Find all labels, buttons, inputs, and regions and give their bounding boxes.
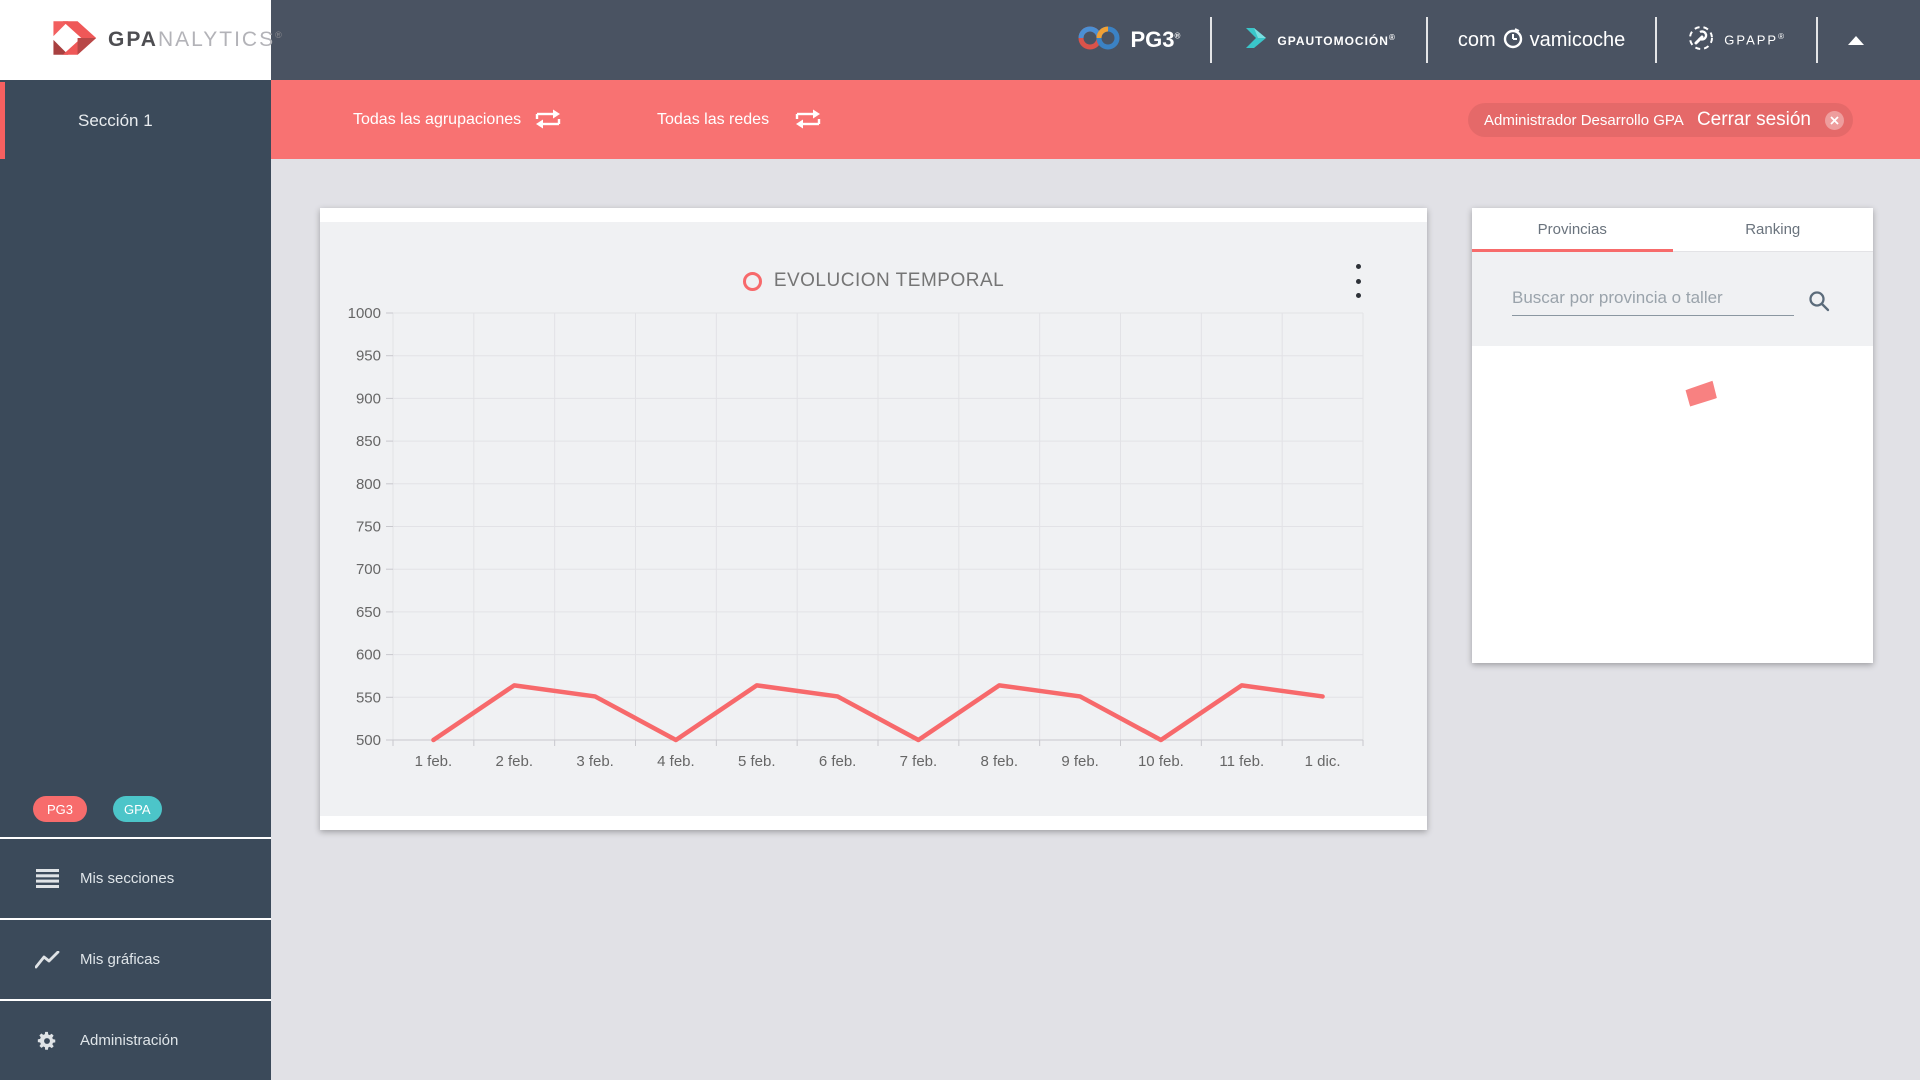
- sidebar-item-seccion-1[interactable]: Sección 1: [0, 82, 271, 159]
- header-divider: [1816, 17, 1818, 63]
- tab-ranking[interactable]: Ranking: [1745, 221, 1801, 238]
- panel-search-zone: [1472, 252, 1873, 346]
- chart-legend[interactable]: EVOLUCION TEMPORAL: [320, 270, 1427, 292]
- header-divider: [1655, 17, 1658, 63]
- comprovamicoche-label: com: [1457, 28, 1496, 51]
- search-icon[interactable]: [1808, 290, 1831, 318]
- networks-selector[interactable]: Todas las redes: [657, 110, 770, 128]
- map-region-shape[interactable]: [1683, 379, 1719, 410]
- swap-groupings-icon[interactable]: [533, 106, 563, 132]
- evolution-chart-card: EVOLUCION TEMPORAL 500 550 600 650 700 750 800…: [320, 208, 1427, 830]
- gpapp-wrench-icon: [1687, 24, 1715, 57]
- comprovamicoche-label-2: vamicoche: [1529, 28, 1626, 51]
- search-input[interactable]: [1512, 280, 1794, 316]
- gpanalytics-arrow-icon: [46, 15, 98, 66]
- province-map-zone: [1472, 346, 1873, 662]
- list-icon: [34, 869, 60, 888]
- sidebar-item-administracion[interactable]: Administración: [0, 999, 271, 1080]
- header-divider: [1210, 17, 1213, 63]
- evolution-chart-area: [320, 222, 1427, 816]
- sidebar-item-label: Administración: [80, 1032, 179, 1049]
- top-header: PG3® GPAUTOMOCIÓN® com: [0, 0, 1920, 80]
- gpanalytics-wordmark: GPANALYTICS®: [108, 28, 284, 51]
- header-divider: [1425, 17, 1428, 63]
- provinces-panel: Provincias Ranking: [1472, 208, 1873, 663]
- sidebar: Sección 1 PG3 GPA Mis secciones Mis: [0, 80, 271, 1080]
- sidebar-nav: Mis secciones Mis gráficas Administració…: [0, 837, 271, 1080]
- chart-title: EVOLUCION TEMPORAL: [773, 270, 1005, 291]
- legend-marker-icon: [742, 271, 762, 291]
- pg3-label: PG3®: [1130, 27, 1181, 52]
- gear-icon: [34, 1030, 60, 1052]
- line-chart-icon: [34, 950, 60, 969]
- logout-button[interactable]: Cerrar sesión: [1696, 109, 1811, 130]
- stopwatch-icon: [1501, 26, 1525, 55]
- sidebar-item-mis-secciones[interactable]: Mis secciones: [0, 837, 271, 918]
- gpanalytics-logo: GPANALYTICS®: [0, 0, 282, 80]
- groupings-selector[interactable]: Todas las agrupaciones: [353, 110, 522, 128]
- app-link-gpautomocion[interactable]: GPAUTOMOCIÓN®: [1242, 25, 1395, 56]
- sidebar-item-mis-graficas[interactable]: Mis gráficas: [0, 918, 271, 999]
- header-app-links: PG3® GPAUTOMOCIÓN® com: [1077, 0, 1920, 80]
- gpautomocion-arrow-icon: [1242, 25, 1268, 56]
- pg3-infinity-icon: [1077, 23, 1121, 58]
- panel-tabs: Provincias Ranking: [1472, 208, 1873, 252]
- sidebar-item-label: Mis gráficas: [80, 951, 161, 968]
- app-link-gpapp[interactable]: GPAPP®: [1687, 24, 1786, 57]
- sidebar-item-label: Mis secciones: [80, 870, 175, 887]
- app-link-pg3[interactable]: PG3®: [1077, 23, 1180, 58]
- tab-provincias[interactable]: Provincias: [1472, 208, 1673, 252]
- logout-icon[interactable]: [1825, 110, 1844, 130]
- sidebar-badges: PG3 GPA: [33, 796, 162, 822]
- gpa-badge[interactable]: GPA: [113, 796, 162, 822]
- app-link-comprovamicoche[interactable]: com vamicoche: [1458, 26, 1625, 55]
- filter-bar: Todas las agrupaciones Todas las redes A…: [271, 80, 1920, 159]
- chart-options-kebab-icon[interactable]: [1348, 264, 1368, 298]
- gpautomocion-label: GPAUTOMOCIÓN®: [1277, 32, 1396, 48]
- collapse-header-button[interactable]: [1848, 35, 1864, 45]
- swap-networks-icon[interactable]: [793, 106, 823, 132]
- pg3-badge[interactable]: PG3: [33, 796, 88, 822]
- user-session-pill: Administrador Desarrollo GPA Cerrar sesi…: [1468, 103, 1853, 137]
- user-name: Administrador Desarrollo GPA: [1484, 111, 1684, 129]
- gpapp-label: GPAPP®: [1724, 32, 1786, 48]
